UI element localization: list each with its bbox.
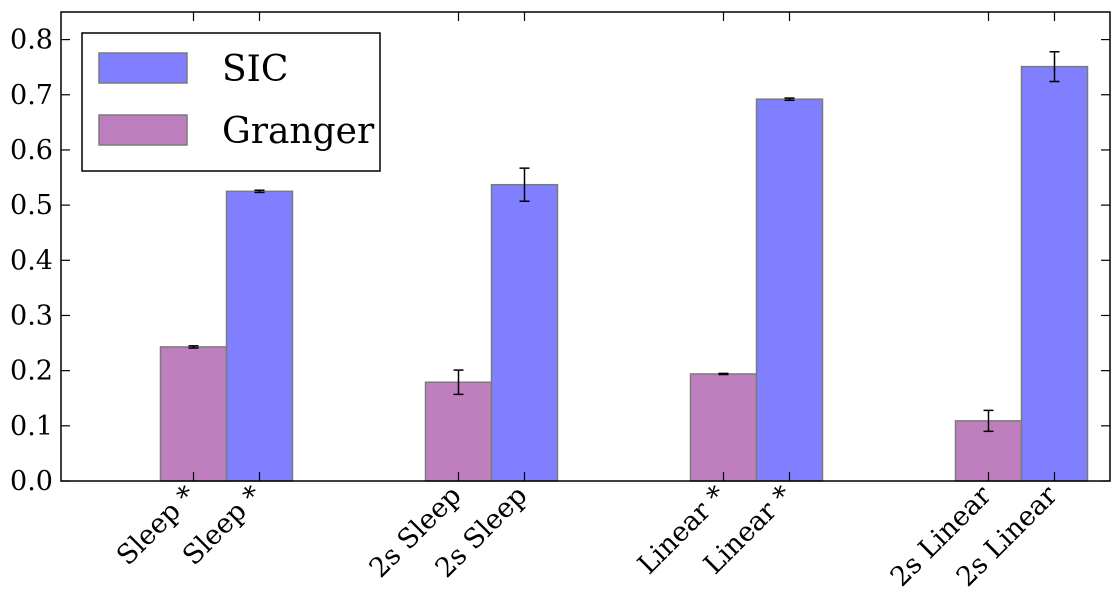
y-tick-label: 0.4 (10, 245, 53, 276)
error-bars-layer (188, 50, 1060, 433)
plot-frame (60, 11, 1111, 482)
error-bar-granger-1 (188, 345, 199, 349)
bar-sic-3 (755, 98, 824, 482)
bars-layer (159, 65, 1089, 482)
y-tick-label: 0.6 (10, 135, 53, 166)
y-tick-label: 0.1 (10, 411, 53, 442)
error-bar-granger-2 (453, 369, 464, 396)
error-bar-granger-4 (983, 409, 994, 433)
y-tick-label: 0.8 (10, 25, 53, 56)
bar-granger-3 (689, 373, 758, 482)
y-tick-label: 0.3 (10, 300, 53, 331)
error-bar-sic-2 (519, 167, 530, 203)
error-bar-sic-4 (1049, 50, 1060, 83)
bar-granger-1 (159, 346, 228, 482)
legend: SIC Granger (81, 32, 381, 172)
ticks-layer (61, 12, 1110, 482)
bar-sic-2 (490, 183, 559, 482)
legend-swatch-granger (98, 114, 188, 146)
y-tick-label: 0.2 (10, 356, 53, 387)
bar-granger-2 (424, 381, 493, 482)
error-bar-sic-1 (254, 189, 265, 194)
bar-sic-1 (225, 190, 294, 482)
bar-sic-4 (1020, 65, 1089, 482)
y-tick-label: 0.0 (10, 466, 53, 497)
error-bar-sic-3 (784, 97, 795, 102)
y-tick-label: 0.7 (10, 80, 53, 111)
error-bar-granger-3 (718, 372, 729, 376)
y-tick-label: 0.5 (10, 190, 53, 221)
legend-label-granger: Granger (222, 111, 375, 152)
legend-swatch-sic (98, 52, 188, 84)
legend-label-sic: SIC (222, 49, 288, 90)
